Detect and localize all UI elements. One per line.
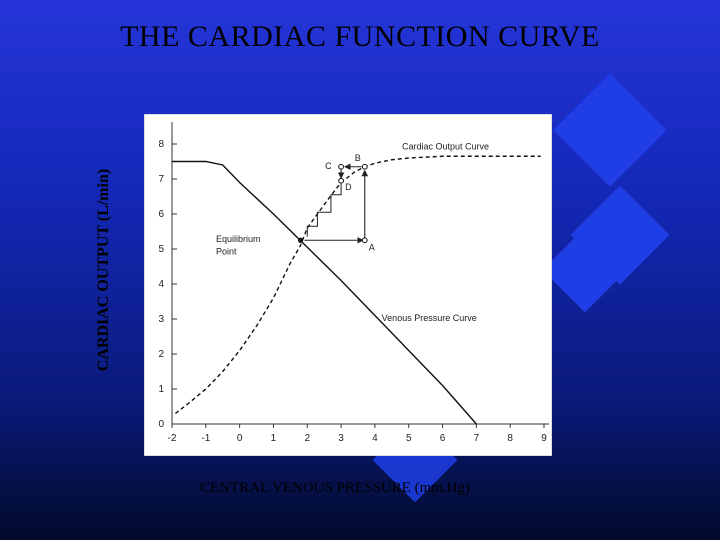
point-d-label: D [345, 182, 352, 192]
y-tick-label: 0 [158, 419, 164, 430]
decorative-diamond [553, 73, 667, 187]
slide-title: THE CARDIAC FUNCTION CURVE [120, 20, 600, 53]
y-tick-label: 3 [158, 314, 164, 325]
figure-panel: 0 1 2 3 4 5 6 7 8 -2 -1 0 1 2 3 4 5 6 7 8 9 Cardiac Output C… [144, 114, 552, 456]
venous-pressure-curve-label: Venous Pressure Curve [382, 313, 477, 323]
point-a-label: A [369, 242, 375, 252]
point-c [338, 163, 344, 170]
y-tick-label: 2 [158, 349, 164, 360]
equilibrium-label-line2: Point [216, 246, 237, 256]
point-a [361, 237, 368, 244]
x-tick-label: 9 [541, 433, 547, 444]
y-tick-label: 8 [158, 139, 164, 150]
x-tick-label: 0 [237, 433, 243, 444]
point-c-label: C [325, 161, 332, 171]
x-tick-label: 3 [338, 433, 344, 444]
x-tick-label: 4 [372, 433, 378, 444]
y-tick-label: 5 [158, 244, 164, 255]
x-tick-label: 7 [474, 433, 480, 444]
y-axis-title: CARDIAC OUTPUT (L/min) [95, 168, 112, 372]
point-b-label: B [355, 153, 361, 163]
axes: 0 1 2 3 4 5 6 7 8 -2 -1 0 1 2 3 4 5 6 7 8 9 [158, 122, 549, 444]
figure-marks: Cardiac Output Curve Venous Pressure Curv… [172, 141, 541, 425]
x-tick-label: 2 [304, 433, 310, 444]
x-tick-label: 8 [507, 433, 513, 444]
convergence-step-path [306, 180, 342, 237]
point-b [361, 163, 368, 170]
cardiac-output-curve-label: Cardiac Output Curve [402, 141, 489, 151]
x-tick-label: 5 [406, 433, 412, 444]
equilibrium-point [297, 237, 304, 243]
x-axis-title: CENTRAL VENOUS PRESSURE (mm.Hg) [200, 480, 471, 496]
point-d [338, 177, 344, 184]
x-tick-label: 6 [440, 433, 446, 444]
y-tick-label: 4 [158, 279, 164, 290]
x-tick-label: -1 [201, 433, 210, 444]
cardiac-function-figure: 0 1 2 3 4 5 6 7 8 -2 -1 0 1 2 3 4 5 6 7 8 9 Cardiac Output C… [144, 114, 552, 456]
y-tick-label: 7 [158, 174, 164, 185]
y-tick-label: 6 [158, 209, 164, 220]
equilibrium-label: Equilibrium [216, 234, 261, 244]
venous-pressure-curve [172, 160, 477, 425]
x-tick-label: -2 [168, 433, 177, 444]
x-tick-label: 1 [271, 433, 277, 444]
y-tick-label: 1 [158, 384, 164, 395]
